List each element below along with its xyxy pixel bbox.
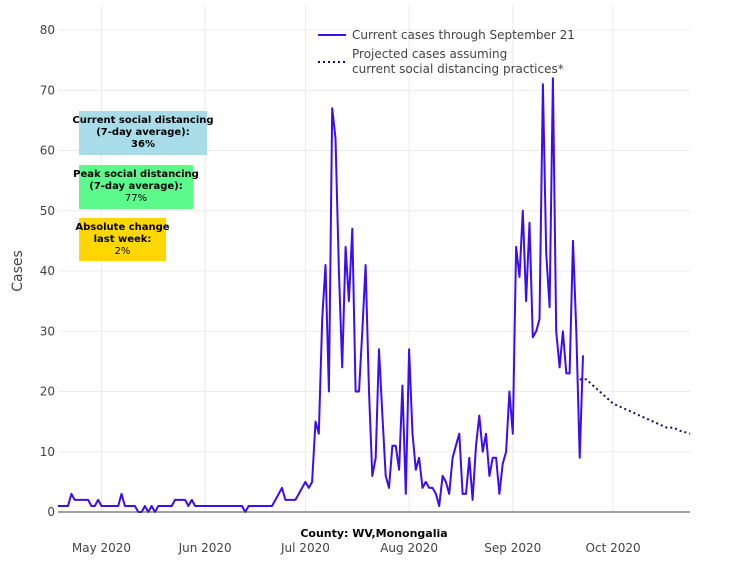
annotation-line-peak: (7-day average): (89, 181, 183, 192)
series-layer (58, 77, 691, 513)
y-tick-labels: 0 10 20 30 40 50 60 70 80 (40, 23, 55, 519)
legend-label-projected-line: current social distancing practices* (352, 62, 564, 76)
x-tick-label: Jul 2020 (280, 541, 330, 555)
series-line-projected-cases (579, 378, 691, 435)
x-tick-label: Aug 2020 (380, 541, 438, 555)
annotation-line-current: 36% (131, 139, 155, 150)
y-tick-label: 10 (40, 445, 55, 459)
legend[interactable]: Current cases through September 21 Projec… (318, 28, 575, 76)
legend-label-projected: Projected cases assuming current social d… (352, 47, 564, 76)
annotation-line-change: last week: (94, 234, 152, 245)
annotation-line-change: 2% (115, 246, 131, 257)
y-tick-label: 30 (40, 324, 55, 338)
series-line-current-cases (58, 77, 584, 513)
annotation-box-peak (79, 165, 193, 209)
annotation-line-peak: 77% (125, 193, 147, 204)
y-tick-label: 0 (47, 505, 55, 519)
y-tick-label: 60 (40, 144, 55, 158)
x-tick-label: Sep 2020 (484, 541, 541, 555)
y-tick-label: 50 (40, 204, 55, 218)
x-tick-label: Jun 2020 (178, 541, 232, 555)
annotation-line-current: (7-day average): (96, 127, 190, 138)
annotation-line-current: Current social distancing (72, 115, 213, 126)
legend-label-projected-line: Projected cases assuming (352, 47, 507, 61)
y-tick-label: 20 (40, 385, 55, 399)
y-axis-label: Cases (10, 250, 26, 292)
y-tick-label: 70 (40, 83, 55, 97)
y-tick-label: 40 (40, 264, 55, 278)
x-axis-label: County: WV,Monongalia (300, 527, 447, 540)
legend-label-current: Current cases through September 21 (352, 28, 575, 42)
annotation-boxes: Current social distancing(7-day average)… (72, 111, 214, 261)
y-tick-label: 80 (40, 23, 55, 37)
x-tick-label: Oct 2020 (586, 541, 641, 555)
x-tick-label: May 2020 (72, 541, 131, 555)
annotation-line-peak: Peak social distancing (73, 169, 199, 180)
annotation-line-change: Absolute change (75, 222, 169, 233)
annotation-box-change (79, 218, 166, 261)
x-tick-labels: May 2020 Jun 2020 Jul 2020 Aug 2020 Sep 2020… (72, 541, 641, 555)
annotation-box-current (79, 111, 207, 155)
